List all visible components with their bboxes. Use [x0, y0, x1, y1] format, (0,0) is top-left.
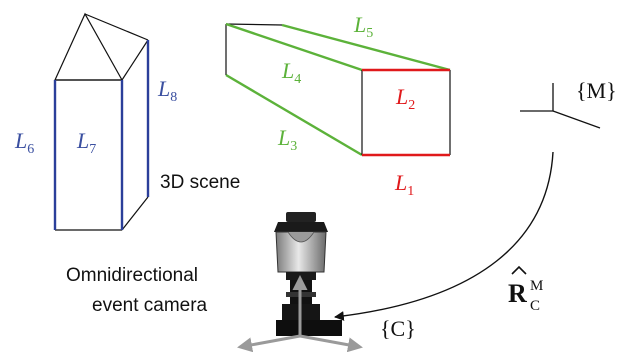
- camera-base: [276, 320, 342, 336]
- camera-label-line1: Omnidirectional: [66, 265, 198, 286]
- label-L2: L2: [395, 84, 415, 113]
- camera-label-line2: event camera: [92, 295, 208, 316]
- label-L8: L8: [157, 76, 177, 105]
- beam-object: [225, 22, 451, 157]
- house-roof-back: [121, 39, 149, 81]
- frame-M-label: {M}: [576, 78, 617, 103]
- axis-M-diag: [552, 110, 601, 129]
- axis-C-right: [299, 334, 363, 352]
- camera-cap: [286, 212, 316, 222]
- label-L4: L4: [281, 58, 301, 87]
- rotation-sub: C: [530, 298, 540, 314]
- label-L7: L7: [76, 128, 96, 157]
- frame-C-label: {C}: [380, 316, 416, 341]
- label-L1: L1: [394, 170, 414, 199]
- edge-L3: [225, 73, 363, 157]
- scene-label: 3D scene: [160, 172, 240, 193]
- house-roof-front: [54, 12, 124, 81]
- rotation-arrow: [334, 151, 554, 321]
- rotation-sup: M: [530, 278, 543, 294]
- camera-illustration: [237, 212, 363, 352]
- edge-L4: [225, 22, 363, 72]
- rotation-symbol: R: [508, 279, 527, 308]
- house-object: [53, 12, 150, 231]
- rotation-label: R M C: [508, 265, 543, 314]
- label-L6: L6: [14, 128, 34, 157]
- edge-L5: [281, 23, 451, 72]
- hat-accent: [511, 265, 527, 275]
- house-bottom-right: [121, 196, 149, 231]
- label-L5: L5: [353, 12, 373, 41]
- line-labels: L1 L2 L3 L4 L5 L6 L7 L8: [14, 12, 415, 199]
- axis-C-left: [237, 334, 301, 352]
- camera-hood: [274, 222, 328, 232]
- house-roof-ridge: [84, 13, 149, 41]
- label-L3: L3: [277, 125, 297, 154]
- beam-back-top: [225, 23, 283, 26]
- camera-mirror: [287, 231, 315, 243]
- frame-M-axes: [520, 83, 601, 129]
